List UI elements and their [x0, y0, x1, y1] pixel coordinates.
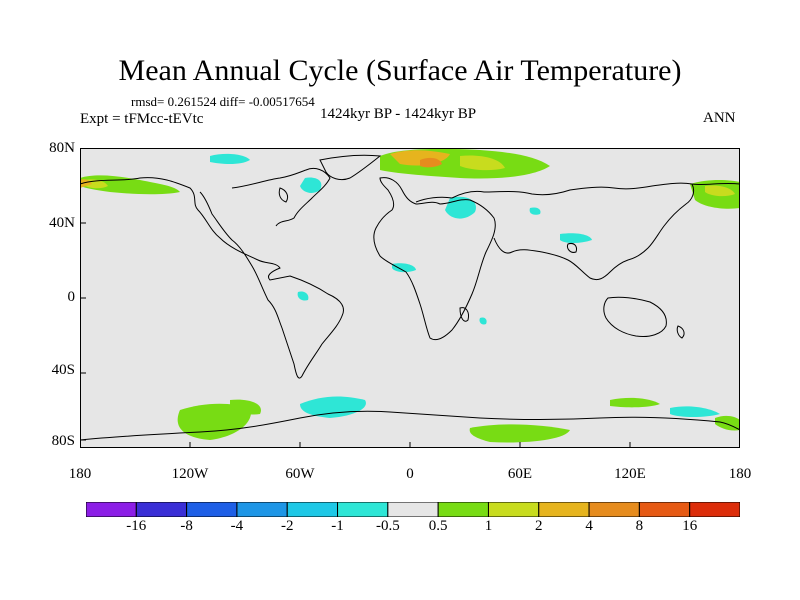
lat-label-40n: 40N: [49, 215, 75, 231]
lon-label-120w: 120W: [171, 466, 209, 482]
colorbar-label: -4: [230, 518, 244, 534]
colorbar-label: 16: [682, 518, 698, 534]
lon-label-180w: 180: [68, 466, 92, 482]
colorbar-label: 1: [484, 518, 493, 534]
colorbar-swatch: [236, 502, 288, 517]
experiment-label: Expt = tFMcc-tEVtc: [80, 111, 204, 127]
lat-label-80s: 80S: [51, 433, 75, 449]
colorbar-label: 4: [585, 518, 593, 534]
stats-text: rmsd= 0.261524 diff= -0.00517654: [131, 94, 315, 109]
coastlines: [80, 154, 740, 441]
colorbar-label: -0.5: [375, 518, 400, 534]
map-title: Mean Annual Cycle (Surface Air Temperatu…: [118, 54, 682, 87]
lon-label-0: 0: [406, 466, 414, 482]
colorbar-swatch: [538, 502, 590, 517]
lon-label-60e: 60E: [507, 466, 533, 482]
lon-label-60w: 60W: [285, 466, 315, 482]
lon-label-180e: 180: [728, 466, 752, 482]
colorbar-label: 2: [535, 518, 543, 534]
map-ticks: [80, 148, 631, 448]
anomaly-patches: [80, 148, 740, 443]
colorbar-swatch: [588, 502, 640, 517]
colorbar-label: -8: [180, 518, 193, 534]
colorbar-swatch: [186, 502, 238, 517]
colorbar-label: 0.5: [428, 518, 448, 534]
colorbar-swatch: [387, 502, 439, 517]
colorbar-swatch: [135, 502, 188, 517]
temperature-map: [80, 148, 740, 448]
period-label: 1424kyr BP - 1424kyr BP: [320, 106, 477, 122]
colorbar-swatch: [86, 502, 137, 517]
colorbar-swatch: [638, 502, 691, 517]
colorbar-label: -1: [331, 518, 344, 534]
lat-label-80n: 80N: [49, 140, 75, 156]
lat-label-40s: 40S: [51, 362, 75, 378]
colorbar-label: -2: [280, 518, 294, 534]
colorbar-label: 8: [635, 518, 644, 534]
colorbar-swatch: [487, 502, 540, 517]
colorbar-swatch: [337, 502, 389, 517]
lon-label-120e: 120E: [614, 466, 646, 482]
colorbar-swatch: [286, 502, 339, 517]
colorbar-label: -16: [126, 518, 147, 534]
colorbar-swatch: [689, 502, 740, 517]
season-label: ANN: [703, 110, 736, 126]
lat-label-0: 0: [67, 289, 76, 305]
colorbar: [86, 502, 740, 517]
colorbar-swatch: [437, 502, 489, 517]
